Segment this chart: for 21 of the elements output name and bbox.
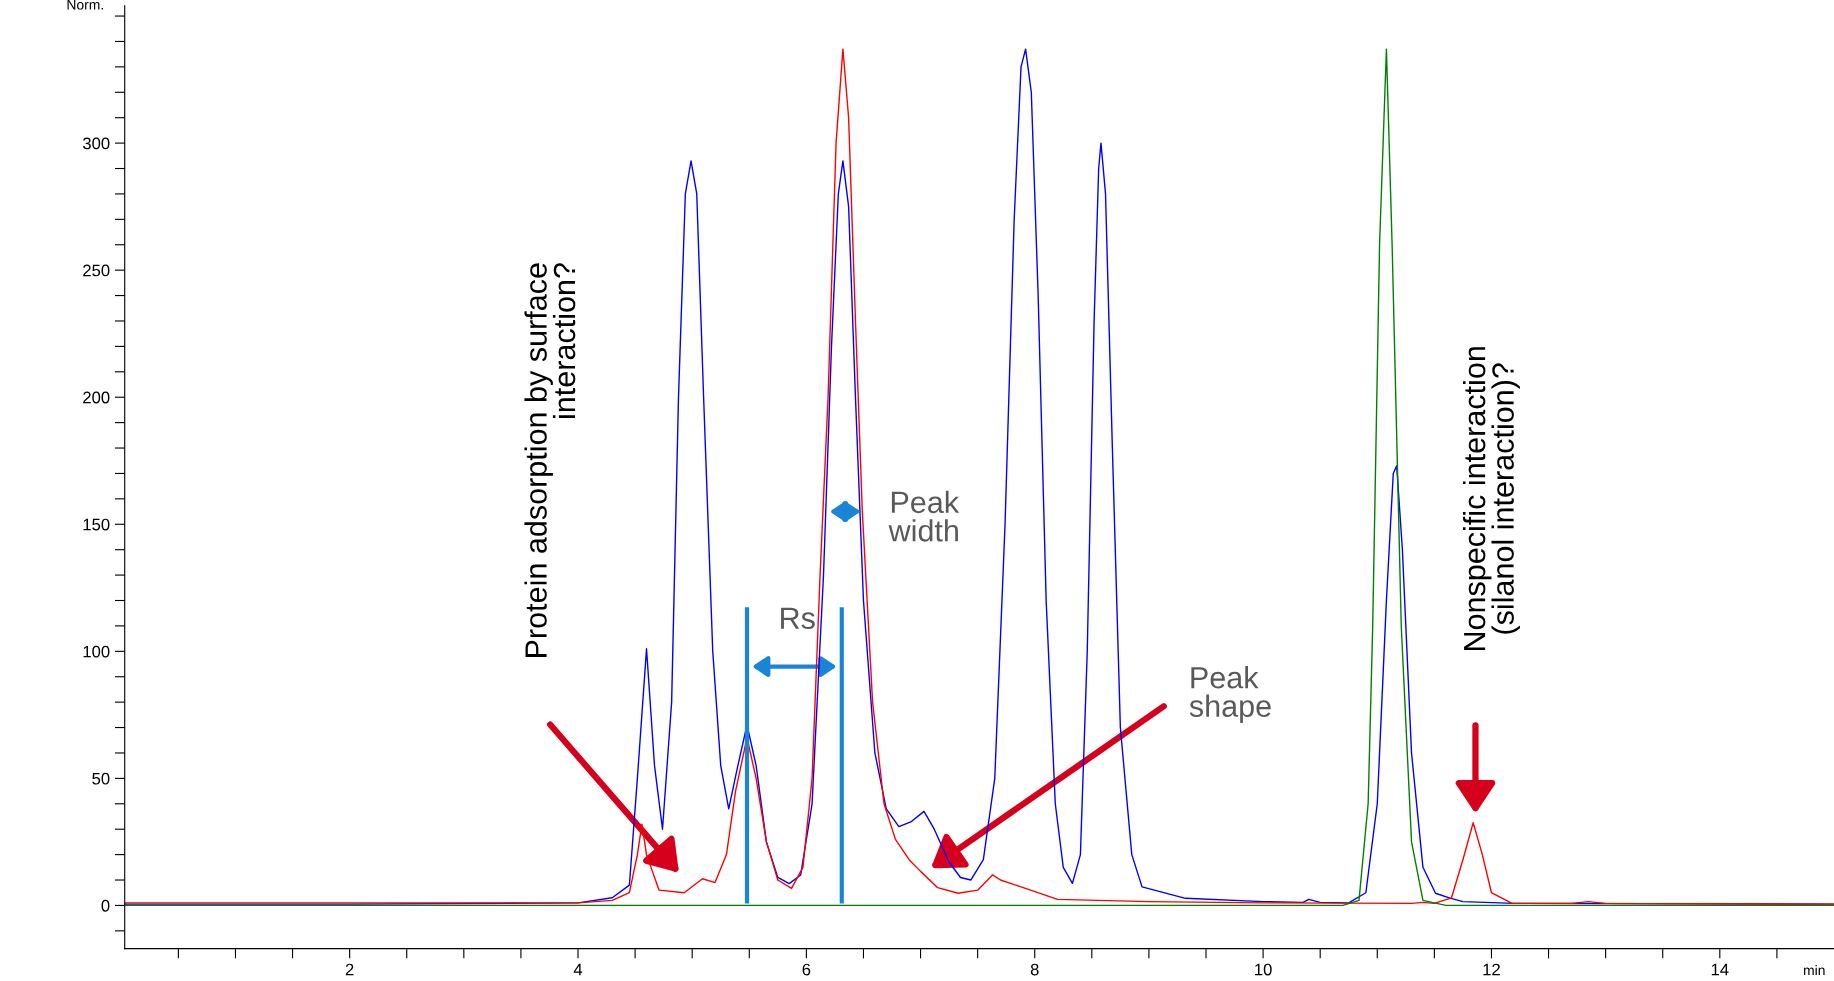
x-tick-label: 6 xyxy=(802,963,811,976)
annotation: Peak width xyxy=(888,490,960,542)
x-tick-label: 2 xyxy=(345,963,354,976)
y-tick-label: 150 xyxy=(83,518,110,531)
x-axis-title: min xyxy=(1804,964,1825,976)
y-tick-label: 0 xyxy=(101,899,110,912)
x-tick-label: 14 xyxy=(1711,963,1729,976)
annotation: Nonspecific interaction (silanol interaction)? xyxy=(1462,347,1520,651)
annotation: Protein adsorption by surface interaction? xyxy=(524,263,576,657)
x-tick-label: 4 xyxy=(573,963,583,976)
x-tick-label: 10 xyxy=(1255,963,1272,976)
y-tick-label: 200 xyxy=(83,391,110,404)
annotation: Peak shape xyxy=(1189,666,1271,723)
y-tick-label: 250 xyxy=(83,264,110,277)
y-axis-title: Norm. xyxy=(67,0,103,10)
x-tick-label: 8 xyxy=(1030,963,1039,976)
y-tick-label: 300 xyxy=(82,137,110,150)
annotation: Rs xyxy=(781,607,815,630)
y-tick-label: 50 xyxy=(92,772,110,785)
x-tick-label: 12 xyxy=(1483,963,1500,976)
y-tick-label: 100 xyxy=(83,645,110,658)
